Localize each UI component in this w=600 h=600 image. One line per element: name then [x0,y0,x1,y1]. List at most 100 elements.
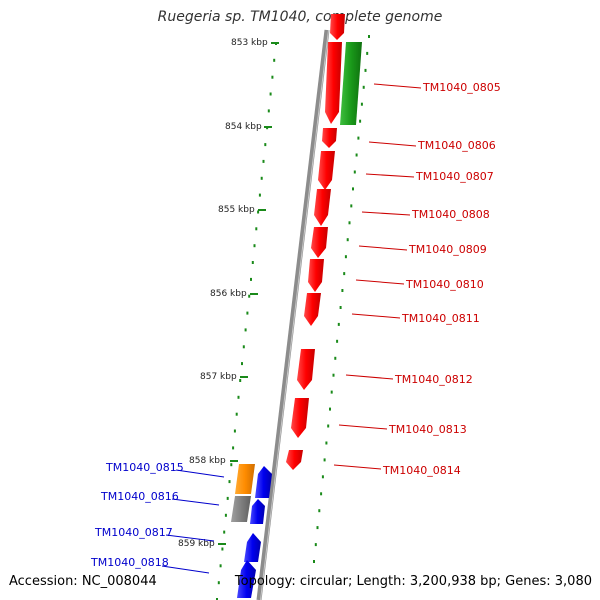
scale-dot [325,441,328,445]
scale-dot [318,509,321,513]
gene-arrow-tm1040-0813[interactable] [291,398,309,438]
leader-line [165,534,215,542]
gene-label-0813[interactable]: TM1040_0813 [388,423,467,436]
scale-dot [219,564,222,568]
gene-label-0816[interactable]: TM1040_0816 [100,490,179,503]
left-gene-labels: TM1040_0815 TM1040_0816 TM1040_0817 TM10… [90,461,225,574]
scale-dot [314,543,317,547]
scale-dot [226,496,229,500]
scale-dot [329,407,331,411]
right-gene-labels: TM1040_0805 TM1040_0806 TM1040_0807 TM10… [333,81,501,477]
scale-dot [239,379,242,382]
scale-dot [323,458,326,462]
scale-dot [257,210,260,214]
scale-dot [224,513,227,517]
scale-dot [235,412,238,416]
scale-dot [242,345,245,349]
leader-line [373,83,422,89]
gene-arrow-tm1040-0808[interactable] [314,189,331,226]
scale-dot [233,429,236,433]
gene-arrow-tm1040-0812[interactable] [297,349,315,390]
gene-arrow-tm1040-0817[interactable] [244,533,261,562]
kbp-label-857: 857 kbp [200,372,237,382]
gene-arrow-tm1040-0814[interactable] [286,450,303,470]
gene-label-0811[interactable]: TM1040_0811 [401,312,480,325]
kbp-label-858: 858 kbp [189,456,226,466]
topology-text: Topology: circular; Length: 3,200,938 bp… [234,574,592,589]
scale-dot [366,51,369,55]
genome-backbone [256,29,330,600]
scale-dot [336,339,339,343]
scale-dot [357,136,360,140]
scale-dot [253,244,256,248]
kbp-label-856: 856 kbp [210,289,247,299]
scale-dot [273,58,276,62]
scale-dot [362,85,365,89]
leader-line [368,141,417,147]
accession-text: Accession: NC_008044 [9,574,157,589]
scale-dot [244,328,247,332]
scale-dot [368,35,370,38]
gene-arrow-green[interactable] [340,42,362,125]
gene-block-orange[interactable] [235,464,255,494]
gene-label-0812[interactable]: TM1040_0812 [394,373,473,386]
leader-line [361,211,411,216]
leader-line [175,469,225,478]
kbp-label-855: 855 kbp [218,205,255,215]
scale-dot [359,119,362,123]
scale-dot [330,390,333,394]
scale-dot [337,322,340,326]
scale-dot [332,373,335,377]
gene-label-0808[interactable]: TM1040_0808 [411,208,490,221]
gene-label-0806[interactable]: TM1040_0806 [417,139,496,152]
gene-arrow-tm1040-0816[interactable] [250,499,265,524]
scale-dot [269,92,272,96]
gene-arrow-tm1040-0809[interactable] [311,227,328,258]
leader-line [355,279,405,285]
scale-dot [217,581,220,585]
scale-dot [248,294,251,298]
gene-arrow-tm1040-0811[interactable] [304,293,321,326]
gene-label-0818[interactable]: TM1040_0818 [90,556,169,569]
gene-label-0805[interactable]: TM1040_0805 [422,81,501,94]
scale-dot [343,272,346,276]
leader-line [345,374,394,380]
scale-dot [327,424,330,428]
gene-label-0815[interactable]: TM1040_0815 [105,461,184,474]
scale-dot [260,176,263,180]
gene-label-0817[interactable]: TM1040_0817 [94,526,173,539]
gene-label-0814[interactable]: TM1040_0814 [382,464,461,477]
scale-dot [320,492,323,496]
scale-dot [228,480,231,484]
gene-label-0807[interactable]: TM1040_0807 [415,170,494,183]
map-title: Ruegeria sp. TM1040, complete genome [157,9,443,25]
scale-dot [341,289,344,292]
gene-label-0810[interactable]: TM1040_0810 [405,278,484,291]
gene-arrow-tm1040-0818[interactable] [237,560,256,598]
scale-track-right [313,35,370,563]
gene-label-0809[interactable]: TM1040_0809 [408,243,487,256]
gene-arrow-tm1040-0805[interactable] [325,42,342,124]
scale-dot [313,560,315,563]
gene-arrow-tm1040-0807[interactable] [318,151,335,190]
scale-dot [264,143,267,147]
reverse-strand-genes [231,464,272,598]
leader-line [338,424,388,430]
gene-block-grey[interactable] [231,496,251,522]
scale-dot [216,598,218,600]
scale-dot [230,463,233,467]
scale-dot [237,395,240,399]
scale-dot [350,204,353,208]
scale-dot [316,526,319,530]
scale-dot [348,221,351,225]
genome-backbone-highlight [260,29,329,600]
gene-arrow-tm1040-0810[interactable] [308,259,324,292]
scale-dot [364,68,367,72]
scale-dot [352,187,354,191]
gene-arrow-tm1040-0806[interactable] [322,128,337,148]
scale-dot [334,356,337,360]
gene-arrow-top[interactable] [330,14,345,40]
gene-arrow-tm1040-0815[interactable] [255,466,272,498]
scale-dot [250,277,252,281]
scale-dot [346,238,349,242]
